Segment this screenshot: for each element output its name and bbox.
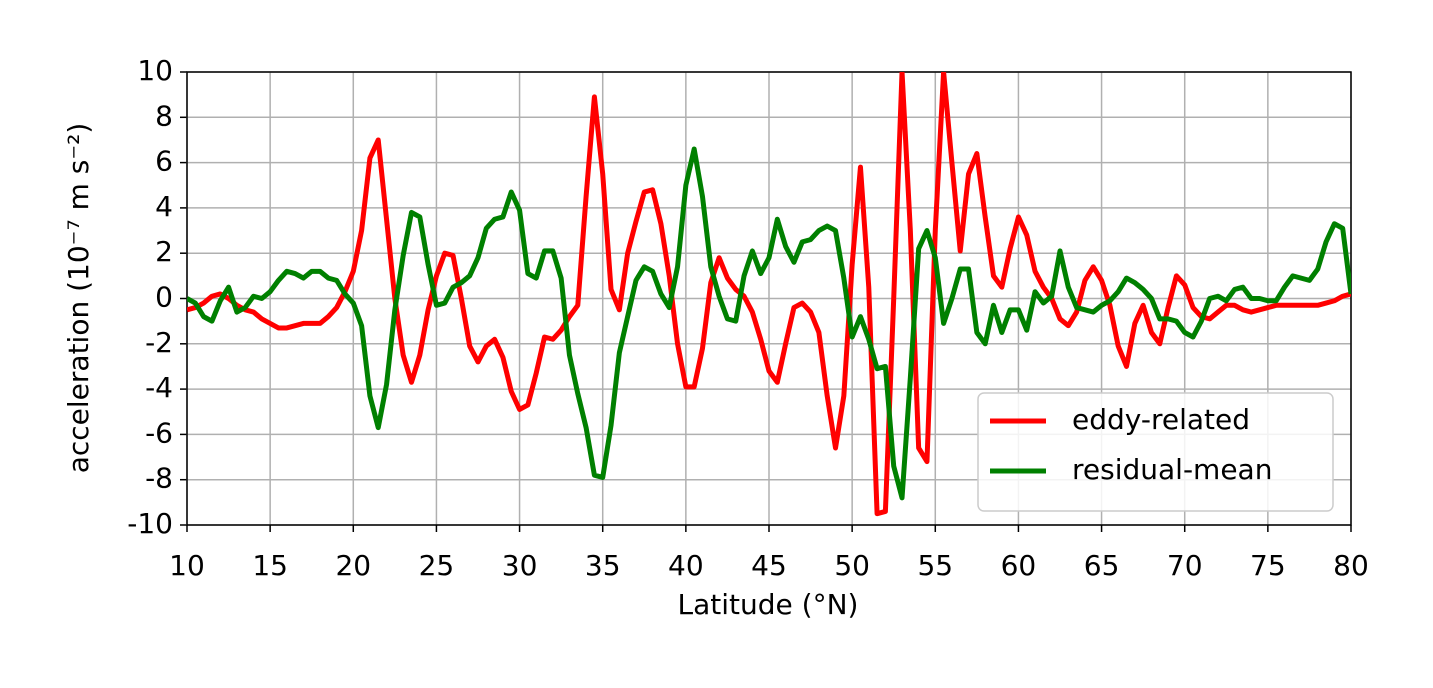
x-tick-label: 45 xyxy=(751,549,787,582)
x-tick-label: 20 xyxy=(335,549,371,582)
y-tick-label: -4 xyxy=(145,371,173,404)
series-line xyxy=(187,72,1351,517)
y-axis-label: acceleration (10⁻⁷ m s⁻²) xyxy=(62,123,95,474)
x-tick-label: 55 xyxy=(917,549,953,582)
y-tick-label: -2 xyxy=(145,326,173,359)
y-tick-label: 8 xyxy=(155,99,173,132)
legend: eddy-related residual-mean xyxy=(977,392,1334,512)
y-tick-label: 2 xyxy=(155,235,173,268)
x-tick-label: 30 xyxy=(502,549,538,582)
y-tick-label: -10 xyxy=(127,507,173,540)
x-tick-label: 15 xyxy=(252,549,288,582)
x-tick-label: 60 xyxy=(1001,549,1037,582)
x-tick-label: 10 xyxy=(169,549,205,582)
y-tick-label: -8 xyxy=(145,462,173,495)
x-tick-label: 75 xyxy=(1250,549,1286,582)
x-tick-label: 40 xyxy=(668,549,704,582)
x-tick-label: 65 xyxy=(1084,549,1120,582)
x-tick-label: 35 xyxy=(585,549,621,582)
x-tick-label: 25 xyxy=(419,549,455,582)
x-tick-label: 50 xyxy=(834,549,870,582)
y-tick-label: 6 xyxy=(155,145,173,178)
y-tick-label: 0 xyxy=(155,281,173,314)
y-tick-label: -6 xyxy=(145,416,173,449)
legend-box xyxy=(977,392,1334,512)
y-tick-label: 4 xyxy=(155,190,173,223)
y-tick-label: 10 xyxy=(137,54,173,87)
legend-label: eddy-related xyxy=(1072,403,1250,436)
x-axis-label: Latitude (°N) xyxy=(678,588,859,621)
series-line xyxy=(187,146,1351,501)
plot-area xyxy=(187,72,1351,517)
x-tick-label: 70 xyxy=(1167,549,1203,582)
x-tick-label: 80 xyxy=(1333,549,1369,582)
legend-label: residual-mean xyxy=(1072,453,1272,486)
